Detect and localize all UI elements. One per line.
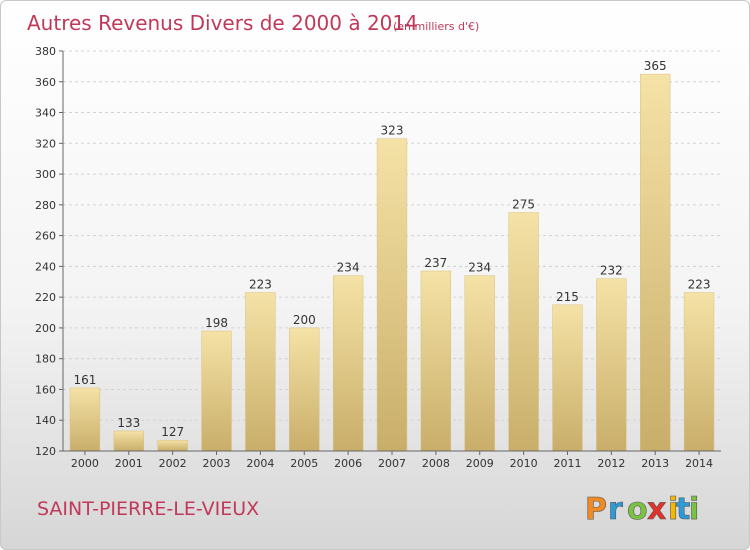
data-label: 237 (424, 256, 447, 270)
bar (157, 439, 188, 452)
data-label: 215 (556, 290, 579, 304)
chart-title: Autres Revenus Divers de 2000 à 2014 (27, 11, 418, 35)
bar (596, 278, 627, 452)
x-tick-label: 2010 (510, 457, 538, 470)
y-tick-label: 240 (35, 260, 56, 273)
bar (245, 292, 276, 452)
x-tick-label: 2009 (466, 457, 494, 470)
bar (420, 270, 452, 452)
y-tick-label: 360 (35, 76, 56, 89)
x-tick-label: 2000 (71, 457, 99, 470)
logo-letter: x (647, 492, 666, 527)
bar (508, 212, 539, 452)
y-axis: 120 140 160 180 200 220 240 260 280 300 320 340 360 3… (35, 45, 64, 458)
y-tick-label: 260 (35, 230, 56, 243)
x-axis: 2000 2001 2002 2003 2004 2005 2006 2007 2008 2009… (63, 450, 721, 470)
bar (69, 387, 101, 452)
bar (376, 138, 408, 452)
x-tick-label: 2012 (597, 457, 625, 470)
logo-letter: i (668, 492, 678, 527)
y-tick-label: 180 (35, 353, 56, 366)
data-label: 234 (337, 261, 360, 275)
y-tick-label: 200 (35, 322, 56, 335)
y-tick-label: 340 (35, 107, 56, 120)
data-label: 234 (468, 261, 491, 275)
x-tick-label: 2001 (115, 457, 143, 470)
logo-letter: r (608, 492, 623, 527)
y-tick-label: 300 (35, 168, 56, 181)
logo-letter: t (676, 492, 690, 527)
bar (113, 430, 144, 452)
y-tick-label: 380 (35, 45, 56, 58)
commune-name: SAINT-PIERRE-LE-VIEUX (37, 498, 259, 520)
x-tick-label: 2014 (685, 457, 713, 470)
x-tick-label: 2011 (553, 457, 581, 470)
bar (332, 275, 364, 452)
data-label: 223 (688, 278, 711, 292)
data-label: 323 (381, 124, 404, 138)
x-tick-label: 2002 (159, 457, 187, 470)
data-label: 200 (293, 313, 316, 327)
bar (201, 330, 232, 452)
bars (69, 73, 715, 452)
x-tick-label: 2005 (290, 457, 318, 470)
y-tick-label: 120 (35, 445, 56, 458)
data-label: 198 (205, 316, 228, 330)
chart-subtitle: (en milliers d'€) (393, 20, 479, 33)
bar (640, 73, 671, 452)
x-tick-label: 2006 (334, 457, 362, 470)
x-tick-label: 2013 (641, 457, 669, 470)
data-label: 127 (161, 425, 184, 439)
bar (552, 304, 583, 452)
bar (464, 275, 495, 452)
y-tick-label: 280 (35, 199, 56, 212)
data-label: 133 (117, 416, 140, 430)
x-tick-label: 2007 (378, 457, 406, 470)
data-labels: 161 133 127 198 223 200 234 323 237 234 275 215 232 3… (73, 59, 710, 439)
logo-letter: o (627, 492, 648, 527)
x-tick-label: 2008 (422, 457, 450, 470)
data-label: 275 (512, 198, 535, 212)
bar (289, 327, 320, 452)
x-tick-label: 2004 (246, 457, 274, 470)
data-label: 161 (73, 373, 96, 387)
y-tick-label: 140 (35, 414, 56, 427)
logo-letter: i (689, 492, 699, 527)
logo-letter: P (585, 492, 607, 527)
data-label: 232 (600, 264, 623, 278)
bar (683, 292, 715, 452)
x-tick-label: 2003 (203, 457, 231, 470)
title-group: Autres Revenus Divers de 2000 à 2014 (en… (27, 11, 479, 35)
y-tick-label: 160 (35, 383, 56, 396)
data-label: 223 (249, 278, 272, 292)
y-tick-label: 220 (35, 291, 56, 304)
data-label: 365 (644, 59, 667, 73)
y-tick-label: 320 (35, 137, 56, 150)
